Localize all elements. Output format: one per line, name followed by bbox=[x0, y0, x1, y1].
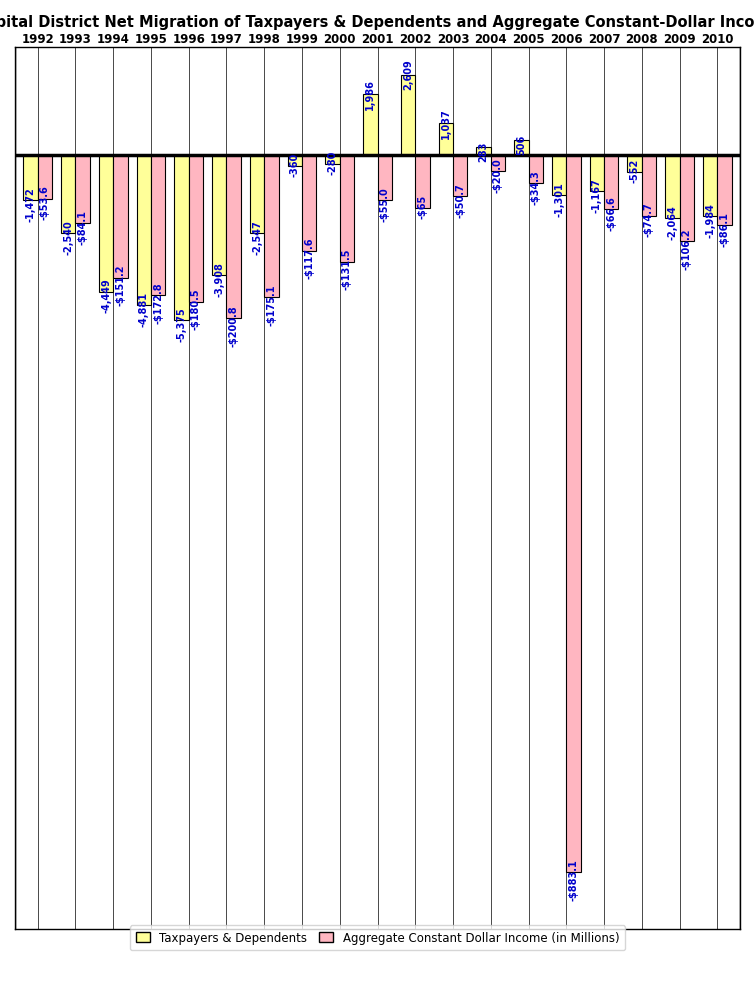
Text: 1,037: 1,037 bbox=[441, 107, 451, 138]
Bar bbox=[665, 156, 680, 219]
Bar bbox=[288, 156, 302, 167]
Text: -1,167: -1,167 bbox=[592, 177, 602, 212]
Text: -$84.1: -$84.1 bbox=[78, 210, 88, 245]
Text: -4,881: -4,881 bbox=[139, 291, 149, 326]
Text: -4,449: -4,449 bbox=[101, 278, 111, 313]
Bar bbox=[151, 156, 165, 296]
Text: -5,375: -5,375 bbox=[177, 307, 186, 341]
Text: -$172.8: -$172.8 bbox=[153, 282, 163, 323]
Text: -$55.0: -$55.0 bbox=[380, 186, 390, 221]
Bar bbox=[250, 156, 264, 234]
Bar bbox=[226, 156, 241, 318]
Bar bbox=[38, 156, 52, 199]
Text: -2,547: -2,547 bbox=[252, 220, 262, 254]
Text: -$106.2: -$106.2 bbox=[682, 228, 692, 269]
Text: -$50.7: -$50.7 bbox=[455, 183, 465, 218]
Bar bbox=[264, 156, 279, 298]
Bar bbox=[604, 156, 618, 210]
Text: -$53.6: -$53.6 bbox=[40, 185, 50, 220]
Text: 2,609: 2,609 bbox=[403, 59, 413, 91]
Bar bbox=[703, 156, 717, 217]
Text: 1,986: 1,986 bbox=[365, 79, 375, 109]
Text: -360: -360 bbox=[290, 153, 300, 177]
Bar bbox=[76, 156, 90, 224]
Text: -$883.1: -$883.1 bbox=[569, 858, 578, 900]
Bar bbox=[552, 156, 566, 196]
Title: Capital District Net Migration of Taxpayers & Dependents and Aggregate Constant-: Capital District Net Migration of Taxpay… bbox=[0, 15, 755, 30]
Text: -$131.5: -$131.5 bbox=[342, 248, 352, 290]
Bar bbox=[174, 156, 189, 320]
Text: -1,301: -1,301 bbox=[554, 181, 564, 217]
Text: 283: 283 bbox=[479, 141, 488, 162]
Bar bbox=[566, 156, 581, 873]
Bar bbox=[23, 156, 38, 201]
Bar bbox=[439, 124, 453, 156]
Bar bbox=[302, 156, 316, 251]
Bar bbox=[212, 156, 226, 276]
Bar bbox=[189, 156, 203, 303]
Text: 506: 506 bbox=[516, 134, 526, 155]
Bar bbox=[113, 156, 128, 279]
Text: -$74.7: -$74.7 bbox=[644, 202, 654, 238]
Text: -$66.6: -$66.6 bbox=[606, 196, 616, 231]
Bar bbox=[363, 96, 378, 156]
Text: -$175.1: -$175.1 bbox=[267, 284, 276, 325]
Text: -2,064: -2,064 bbox=[667, 205, 677, 240]
Bar bbox=[453, 156, 467, 197]
Bar bbox=[514, 141, 528, 156]
Text: -$151.2: -$151.2 bbox=[116, 264, 125, 306]
Bar bbox=[340, 156, 354, 262]
Bar bbox=[378, 156, 392, 201]
Text: -2,540: -2,540 bbox=[63, 220, 73, 254]
Bar bbox=[491, 156, 505, 173]
Bar bbox=[528, 156, 543, 183]
Text: -1,472: -1,472 bbox=[26, 187, 35, 222]
Bar bbox=[717, 156, 732, 226]
Text: -$180.5: -$180.5 bbox=[191, 288, 201, 330]
Text: -1,984: -1,984 bbox=[705, 203, 715, 238]
Text: -$200.8: -$200.8 bbox=[229, 305, 239, 346]
Legend: Taxpayers & Dependents, Aggregate Constant Dollar Income (in Millions): Taxpayers & Dependents, Aggregate Consta… bbox=[130, 925, 625, 951]
Bar bbox=[476, 147, 491, 156]
Bar bbox=[642, 156, 656, 217]
Bar bbox=[61, 156, 76, 234]
Text: -$34.3: -$34.3 bbox=[531, 170, 541, 204]
Bar bbox=[325, 156, 340, 165]
Bar bbox=[680, 156, 694, 243]
Text: -$20.0: -$20.0 bbox=[493, 158, 503, 193]
Text: -$65: -$65 bbox=[418, 194, 427, 219]
Text: -3,908: -3,908 bbox=[214, 261, 224, 297]
Text: -$117.6: -$117.6 bbox=[304, 238, 314, 279]
Bar bbox=[99, 156, 113, 292]
Text: -552: -552 bbox=[630, 159, 639, 183]
Text: -$86.1: -$86.1 bbox=[720, 212, 729, 246]
Bar bbox=[415, 156, 430, 209]
Bar bbox=[590, 156, 604, 192]
Text: -280: -280 bbox=[328, 151, 337, 175]
Bar bbox=[627, 156, 642, 173]
Bar bbox=[137, 156, 151, 306]
Bar bbox=[401, 76, 415, 156]
